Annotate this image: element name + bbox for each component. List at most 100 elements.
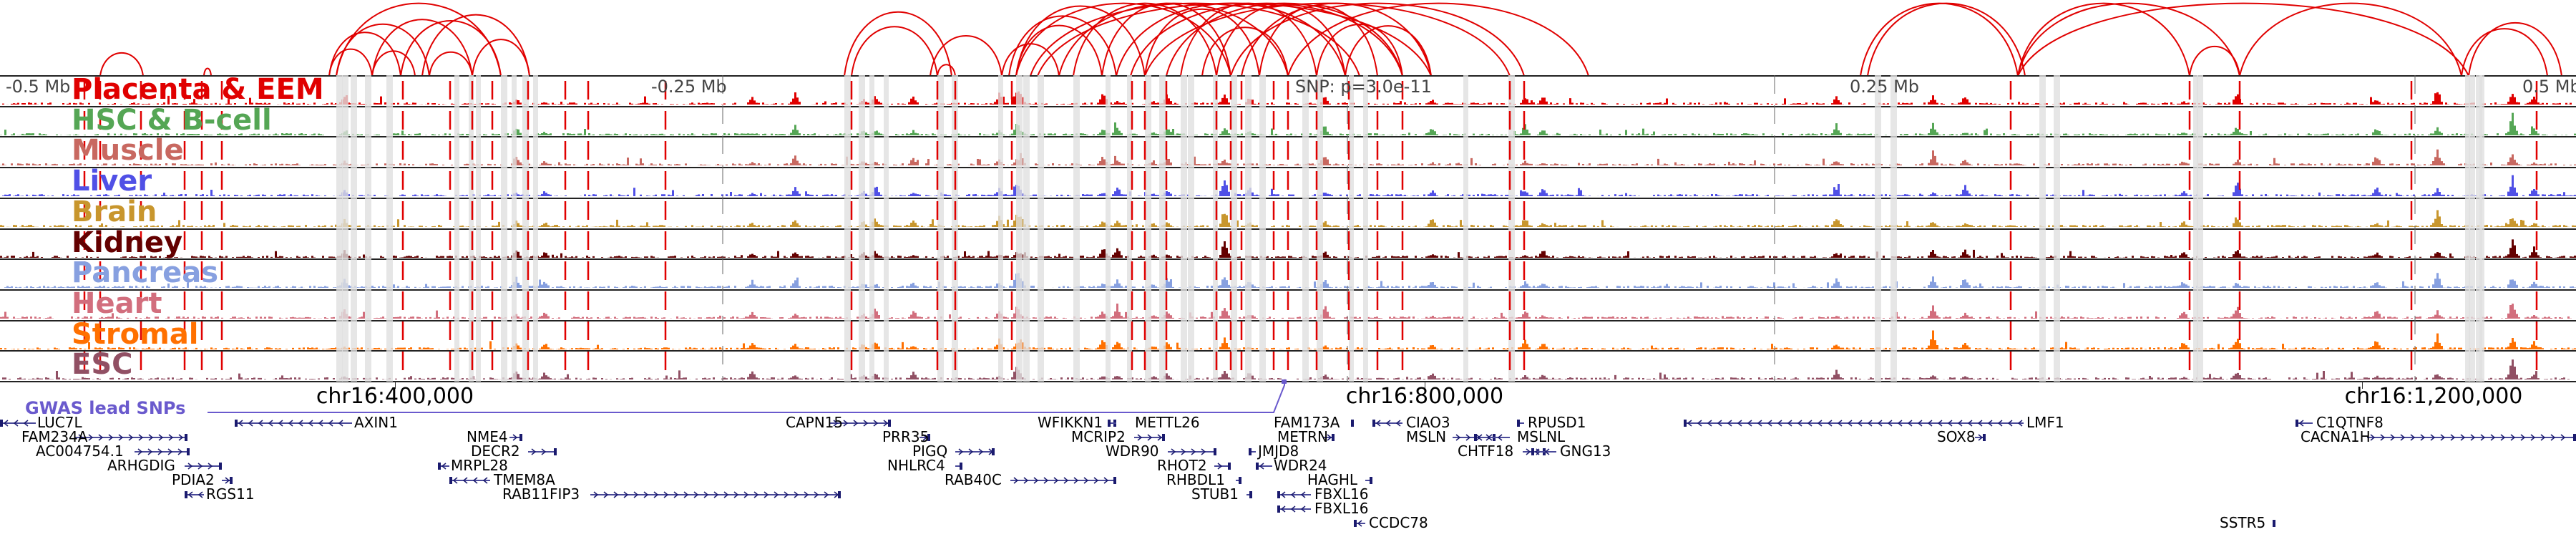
gene-axin1[interactable]: AXIN1 xyxy=(0,415,2576,430)
gene-rgs11[interactable]: RGS11 xyxy=(0,487,2576,501)
gene-rhbdl1[interactable]: RHBDL1 xyxy=(0,473,2576,487)
forward-strand-arrow-icon xyxy=(1246,491,1252,498)
gene-nhlrc4[interactable]: NHLRC4 xyxy=(0,458,2576,473)
gene-fam173a[interactable]: FAM173A xyxy=(0,415,2576,430)
signal-track xyxy=(0,303,2576,319)
gene-pdia2[interactable]: PDIA2 xyxy=(0,473,2576,487)
interaction-arc xyxy=(99,52,144,76)
interaction-arc xyxy=(851,26,938,76)
reverse-strand-arrow-icon xyxy=(1372,420,1402,427)
interaction-arc xyxy=(1015,24,1103,76)
gene-gng13[interactable]: GNG13 xyxy=(0,444,2576,458)
reverse-strand-arrow-icon xyxy=(1531,448,1556,455)
interaction-arc xyxy=(336,2,502,76)
signal-tracks: Placenta & EEM HSC & B-cell Muscle Liver Bra… xyxy=(0,74,2576,382)
gene-mrpl28[interactable]: MRPL28 xyxy=(0,458,2576,473)
gene-fbxl16[interactable]: FBXL16 xyxy=(0,487,2576,501)
axis-label-left: -0.5 Mb xyxy=(6,77,71,97)
gwas-snp-connector xyxy=(208,379,1287,413)
gene-jmjd8[interactable]: JMJD8 xyxy=(0,444,2576,458)
gene-luc7l[interactable]: LUC7L xyxy=(0,415,2576,430)
gene-label: METRN xyxy=(1277,428,1328,445)
coordinate-tick xyxy=(395,382,396,389)
gene-label: WDR24 xyxy=(1274,457,1327,474)
forward-strand-arrow-icon xyxy=(1010,477,1116,484)
gene-tmem8a[interactable]: TMEM8A xyxy=(0,473,2576,487)
interaction-arc xyxy=(930,34,1002,76)
interaction-arc xyxy=(1201,26,1289,76)
gene-label: ARHGDIG xyxy=(107,457,175,474)
gene-wdr90[interactable]: WDR90 xyxy=(0,444,2576,458)
interaction-arc xyxy=(1867,2,2026,76)
gene-mettl26[interactable]: METTL26 xyxy=(0,415,2576,430)
gene-rab40c[interactable]: RAB40C xyxy=(0,473,2576,487)
signal-track xyxy=(0,210,2576,227)
track-label: Kidney xyxy=(72,226,183,259)
track-label: Heart xyxy=(72,286,162,320)
gene-label: FBXL16 xyxy=(1314,500,1369,517)
gene-decr2[interactable]: DECR2 xyxy=(0,444,2576,458)
gene-fam234a[interactable]: FAM234A xyxy=(0,430,2576,444)
gene-metrn[interactable]: METRN xyxy=(0,430,2576,444)
gene-c1qtnf8[interactable]: C1QTNF8 xyxy=(0,415,2576,430)
track-label: Pancreas xyxy=(72,256,219,290)
gene-cacna1h[interactable]: CACNA1H xyxy=(0,430,2576,444)
gene-label: PIGQ xyxy=(912,442,948,460)
gene-haghl[interactable]: HAGHL xyxy=(0,473,2576,487)
gene-ac004754-1[interactable]: AC004754.1 xyxy=(0,444,2576,458)
forward-strand-arrow-icon xyxy=(1351,420,1354,427)
gene-rhot2[interactable]: RHOT2 xyxy=(0,458,2576,473)
gene-ccdc78[interactable]: CCDC78 xyxy=(0,516,2576,530)
gene-lmf1[interactable]: LMF1 xyxy=(0,415,2576,430)
interaction-arc xyxy=(2017,2,2190,76)
gene-stub1[interactable]: STUB1 xyxy=(0,487,2576,501)
gene-label: METTL26 xyxy=(1135,414,1200,431)
gene-mslnl[interactable]: MSLNL xyxy=(0,430,2576,444)
track-heart: Heart xyxy=(0,286,2576,320)
gene-label: SSTR5 xyxy=(2220,514,2266,531)
gene-nme4[interactable]: NME4 xyxy=(0,430,2576,444)
interaction-arc xyxy=(400,20,502,76)
gene-label: MSLN xyxy=(1406,428,1447,445)
forward-strand-arrow-icon xyxy=(1365,477,1372,484)
gene-rab11fip3[interactable]: RAB11FIP3 xyxy=(0,487,2576,501)
reverse-strand-arrow-icon xyxy=(1277,505,1311,513)
interaction-arc xyxy=(2017,2,2240,76)
gene-rpusd1[interactable]: RPUSD1 xyxy=(0,415,2576,430)
interaction-arc xyxy=(1860,2,2019,76)
gene-prr35[interactable]: PRR35 xyxy=(0,430,2576,444)
gene-label: FAM173A xyxy=(1274,414,1340,431)
gene-sstr5[interactable]: SSTR5 xyxy=(0,516,2576,530)
interaction-arc xyxy=(1166,2,1403,76)
gene-label: RAB11FIP3 xyxy=(502,485,580,503)
gene-capn15[interactable]: CAPN15 xyxy=(0,415,2576,430)
gene-fbxl16[interactable]: FBXL16 xyxy=(0,501,2576,516)
gene-label: LMF1 xyxy=(2026,414,2064,431)
interaction-arc xyxy=(1015,2,1231,76)
interaction-arc xyxy=(1130,2,1403,76)
gene-arhgdig[interactable]: ARHGDIG xyxy=(0,458,2576,473)
forward-strand-arrow-icon xyxy=(590,491,841,498)
reverse-strand-arrow-icon xyxy=(1517,420,1524,427)
track-pancreas: Pancreas xyxy=(0,256,2576,290)
interaction-arc xyxy=(421,14,530,76)
forward-strand-arrow-icon xyxy=(75,434,187,441)
gene-ciao3[interactable]: CIAO3 xyxy=(0,415,2576,430)
axis-label-left-mid: -0.25 Mb xyxy=(651,77,727,97)
interaction-arc xyxy=(336,23,430,76)
snp-pvalue-label: SNP: p=3.0e-11 xyxy=(1295,77,1432,97)
gene-mcrip2[interactable]: MCRIP2 xyxy=(0,430,2576,444)
forward-strand-arrow-icon xyxy=(1975,434,1986,441)
gene-label: PDIA2 xyxy=(172,471,215,488)
interaction-arc xyxy=(844,11,952,76)
gene-sox8[interactable]: SOX8 xyxy=(0,430,2576,444)
gene-pigq[interactable]: PIGQ xyxy=(0,444,2576,458)
gene-label: CCDC78 xyxy=(1369,514,1428,531)
gene-wdr24[interactable]: WDR24 xyxy=(0,458,2576,473)
track-bottom-border xyxy=(0,381,2576,382)
interaction-arc xyxy=(1241,2,1432,76)
reverse-strand-arrow-icon xyxy=(1249,448,1256,455)
reverse-strand-arrow-icon xyxy=(2296,420,2313,427)
interaction-arc xyxy=(1259,4,1378,76)
interaction-arc xyxy=(203,67,212,76)
